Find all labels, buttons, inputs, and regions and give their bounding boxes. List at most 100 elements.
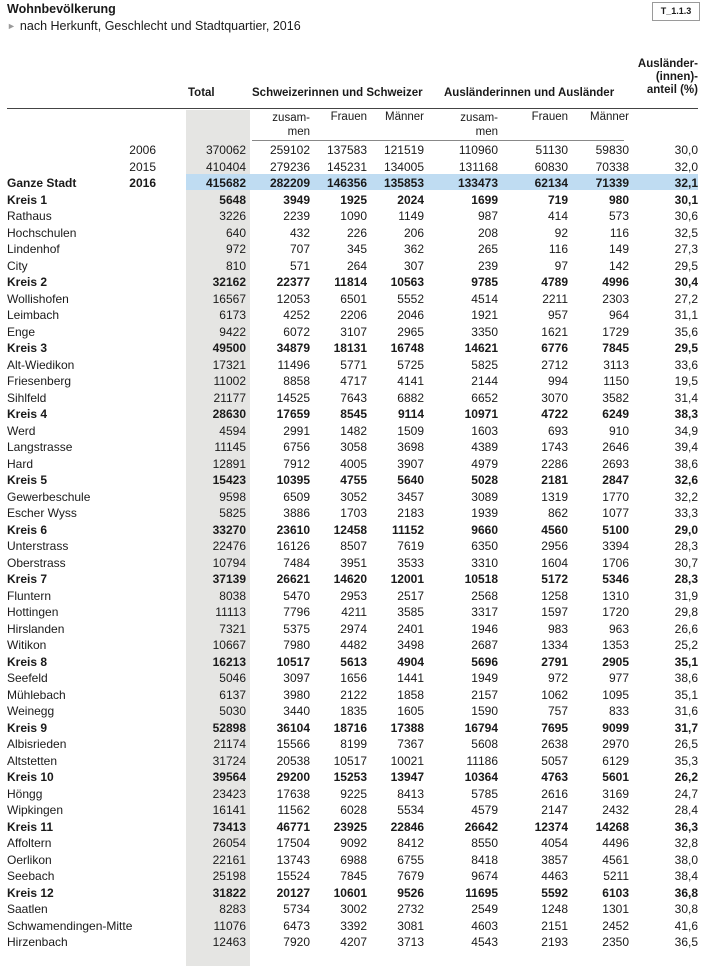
swiss-men-cell: 2965: [397, 324, 424, 339]
foreign-men-cell: 1706: [602, 555, 629, 570]
total-cell: 8283: [219, 902, 246, 916]
foreign-men-cell: 1729: [602, 324, 629, 339]
row-name: Lindenhof: [7, 242, 60, 256]
row-name: Höngg: [7, 786, 43, 801]
table-row: Kreis 2 32162 22377 11814 10563 9785 4789 4996 3…: [0, 274, 707, 290]
swiss-total-cell: 7484: [283, 555, 310, 570]
foreign-total-cell: 1939: [471, 506, 498, 520]
total-cell: 5046: [219, 671, 246, 685]
total-cell: 4594: [219, 423, 246, 438]
foreign-share-cell: 30,4: [674, 275, 698, 289]
swiss-total-cell: 15566: [276, 737, 310, 751]
swiss-total-cell: 17504: [276, 836, 310, 850]
foreign-share-cell: 30,6: [674, 209, 698, 223]
foreign-women-cell: 1258: [541, 588, 568, 603]
total-cell: 12891: [212, 456, 246, 471]
foreign-share-cell: 31,6: [674, 704, 698, 718]
swiss-total-cell: 3980: [283, 687, 310, 702]
swiss-total-cell: 22377: [276, 275, 310, 289]
foreign-men-cell: 1150: [603, 374, 629, 388]
swiss-women-cell: 5771: [340, 357, 367, 372]
foreign-men-cell: 2847: [602, 473, 629, 487]
foreign-men-cell: 116: [609, 225, 629, 240]
swiss-men-cell: 4904: [397, 654, 424, 669]
total-cell: 31724: [212, 753, 246, 768]
swiss-total-cell: 15524: [276, 869, 310, 883]
row-name: Kreis 12: [7, 885, 54, 900]
swiss-total-cell: 3949: [283, 192, 310, 207]
table-row: 2006 370062 259102 137583 121519 110960 51130 5…: [0, 142, 707, 158]
foreign-men-cell: 70338: [595, 159, 629, 174]
swiss-men-cell: 134005: [383, 159, 424, 174]
row-name: Kreis 5: [7, 473, 48, 487]
foreign-women-cell: 1062: [541, 687, 568, 702]
swiss-men-cell: 3081: [397, 918, 424, 933]
foreign-men-cell: 2905: [602, 654, 629, 669]
foreign-share-cell: 38,3: [674, 407, 698, 421]
row-name: Enge: [7, 324, 36, 339]
total-cell: 3226: [219, 209, 246, 223]
foreign-share-cell: 41,6: [674, 918, 698, 933]
foreign-women-cell: 862: [547, 506, 568, 520]
foreign-share-cell: 30,1: [674, 192, 698, 207]
swiss-total-cell: 5734: [283, 902, 310, 916]
foreign-men-cell: 1353: [602, 638, 629, 652]
foreign-share-cell: 28,3: [674, 572, 698, 586]
foreign-share-cell: 30,8: [674, 902, 698, 916]
foreign-men-cell: 980: [608, 192, 629, 207]
total-cell: 415682: [205, 176, 246, 190]
foreign-maenner-header: Männer: [590, 111, 629, 123]
foreign-total-cell: 131168: [458, 159, 498, 174]
swiss-total-cell: 26621: [276, 572, 310, 586]
table-row: Oerlikon 22161 13743 6988 6755 8418 3857 4561 38…: [0, 852, 707, 868]
swiss-men-cell: 17388: [390, 720, 424, 735]
row-name: Leimbach: [7, 308, 60, 322]
foreign-share-cell: 35,1: [674, 654, 698, 669]
foreign-men-cell: 1310: [602, 588, 629, 603]
total-cell: 370062: [205, 143, 246, 157]
swiss-total-cell: 20127: [276, 885, 310, 900]
foreign-women-cell: 2791: [541, 654, 568, 669]
table-row: Kreis 10 39564 29200 15253 13947 10364 4763 560…: [0, 769, 707, 785]
table-row: Lindenhof 972 707 345 362 265 116 149 27,3: [0, 241, 707, 257]
swiss-men-cell: 3457: [397, 489, 424, 504]
swiss-men-cell: 5640: [397, 473, 424, 487]
row-name: Kreis 1: [7, 192, 48, 207]
swiss-total-cell: 7920: [283, 935, 310, 949]
swiss-total-cell: 2239: [283, 209, 310, 223]
foreign-total-cell: 3310: [471, 555, 498, 570]
table-row: Kreis 8 16213 10517 5613 4904 5696 2791 2905 35,…: [0, 654, 707, 670]
swiss-zusam: zusam-: [272, 112, 310, 124]
foreign-total-cell: 4603: [471, 918, 498, 933]
foreign-total-cell: 3350: [471, 324, 498, 339]
foreign-total-cell: 265: [477, 242, 498, 256]
swiss-women-cell: 137583: [326, 143, 367, 157]
swiss-women-cell: 1656: [340, 671, 367, 685]
swiss-women-cell: 2122: [340, 687, 367, 702]
total-cell: 39564: [212, 770, 246, 784]
total-cell: 28630: [212, 407, 246, 421]
row-name: Kreis 10: [7, 770, 54, 784]
foreign-women-cell: 116: [548, 242, 568, 256]
swiss-women-cell: 2974: [340, 621, 367, 636]
swiss-men-cell: 7367: [397, 737, 424, 751]
swiss-men-cell: 3907: [397, 456, 424, 471]
share-header-line2: (innen)-: [655, 71, 698, 83]
foreign-total-cell: 987: [477, 209, 498, 223]
row-name: Werd: [7, 423, 36, 438]
row-name: Unterstrass: [7, 539, 69, 553]
foreign-share-cell: 32,0: [674, 159, 698, 174]
swiss-men-cell: 4141: [397, 374, 424, 388]
swiss-total-cell: 5470: [283, 588, 310, 603]
foreign-men-cell: 71339: [595, 176, 629, 190]
row-name: Langstrasse: [7, 440, 73, 454]
swiss-men-cell: 5725: [397, 357, 424, 372]
foreign-total-cell: 10518: [464, 572, 498, 586]
table-row: Rathaus 3226 2239 1090 1149 987 414 573 30,6: [0, 208, 707, 224]
foreign-total-cell: 26642: [464, 819, 498, 834]
total-cell: 11002: [213, 374, 246, 388]
foreign-women-cell: 1743: [541, 440, 568, 454]
total-cell: 52898: [212, 720, 246, 735]
foreign-women-cell: 1604: [541, 555, 568, 570]
total-cell: 21177: [213, 390, 246, 405]
